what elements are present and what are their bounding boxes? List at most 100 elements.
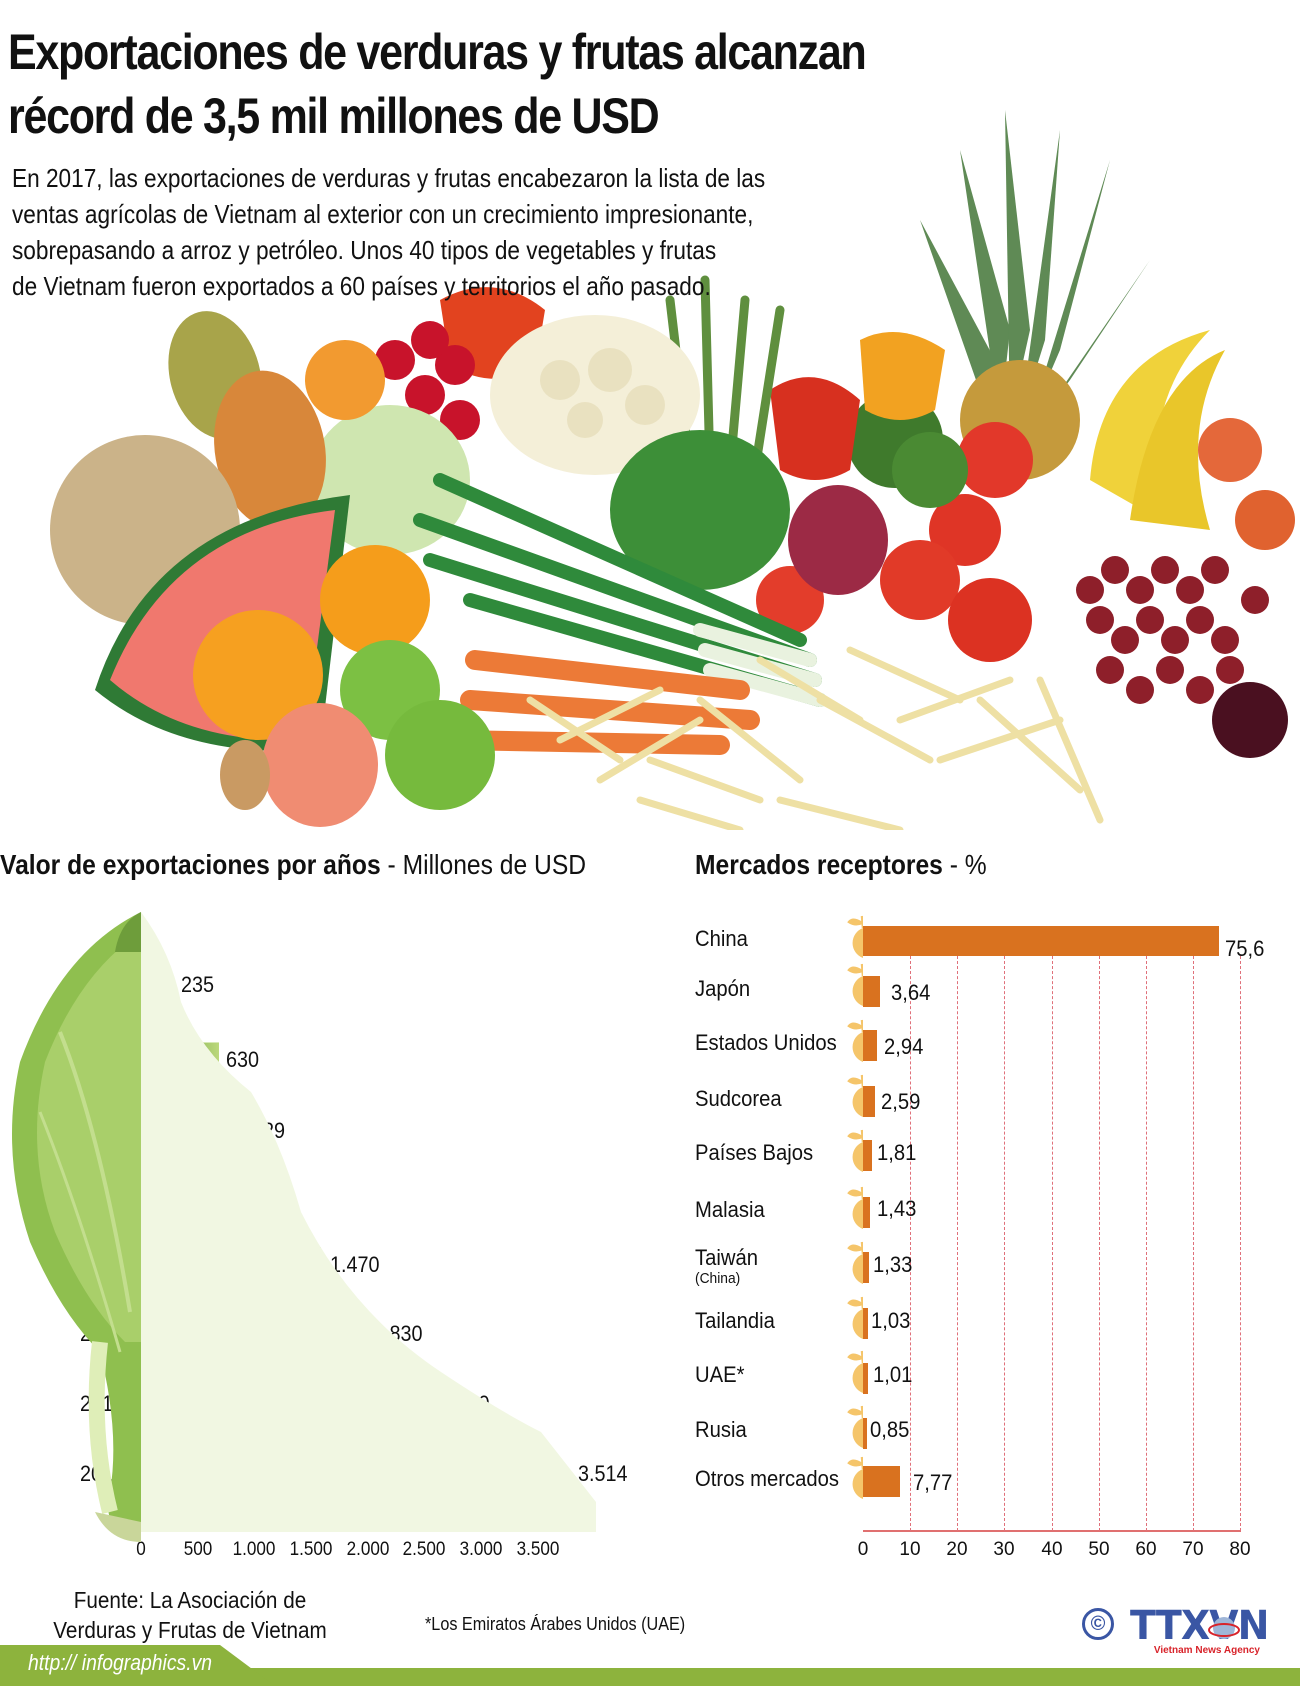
x-tick: 50	[1088, 1539, 1110, 1560]
value-label: 1,03	[871, 1308, 911, 1333]
globe-icon	[1208, 1617, 1240, 1639]
x-tick: 80	[1229, 1539, 1251, 1560]
value-label: 2,94	[884, 1034, 924, 1059]
page-title: Exportaciones de verduras y frutas alcan…	[8, 20, 997, 148]
x-tick: 500	[183, 1539, 213, 1560]
logo-text: TTXVN	[1130, 1603, 1269, 1649]
gridline-70	[1193, 956, 1194, 1531]
x-tick: 70	[1182, 1539, 1204, 1560]
value-label: 235	[181, 972, 215, 997]
fruit-icon	[847, 1456, 863, 1499]
fruit-icon	[847, 1350, 863, 1393]
x-tick: 1.500	[289, 1539, 333, 1560]
fruit-icon	[847, 1186, 863, 1229]
produce-illustration	[0, 110, 1300, 834]
value-label: 1,01	[873, 1362, 913, 1387]
market-label-main: Taiwán	[695, 1245, 759, 1270]
bar	[863, 1418, 867, 1449]
bar	[863, 926, 1219, 956]
bar	[863, 1252, 869, 1283]
value-label: 1,33	[873, 1252, 913, 1277]
bar	[863, 1086, 875, 1117]
value-label: 0,85	[870, 1417, 910, 1442]
intro-paragraph: En 2017, las exportaciones de verduras y…	[12, 160, 882, 304]
market-label: Estados Unidos	[695, 1030, 837, 1055]
logo-subtitle: Vietnam News Agency	[1153, 1645, 1260, 1656]
chart-backdrop-shape	[141, 912, 596, 1532]
fruit-icon	[847, 915, 863, 958]
market-label: Taiwán (China)	[695, 1245, 758, 1287]
x-tick: 3.000	[459, 1539, 503, 1560]
gridline-60	[1146, 956, 1147, 1531]
left-chart-title-unit: - Millones de USD	[380, 849, 587, 880]
bar	[863, 1363, 868, 1394]
right-chart-title-unit: - %	[942, 849, 987, 880]
x-tick: 40	[1041, 1539, 1063, 1560]
value-label: 1,81	[877, 1140, 917, 1165]
source-line-2: Verduras y Frutas de Vietnam	[53, 1617, 327, 1643]
fruit-icon	[847, 963, 863, 1006]
market-label: Japón	[695, 976, 751, 1001]
source-line-1: Fuente: La Asociación de	[73, 1587, 307, 1613]
value-label: 3,64	[891, 980, 931, 1005]
market-label-sub: (China)	[695, 1270, 741, 1287]
right-chart-title-bold: Mercados receptores	[695, 849, 943, 880]
fruit-icon	[847, 1019, 863, 1062]
intro-line: sobrepasando a arroz y petróleo. Unos 40…	[12, 235, 717, 265]
value-label: 1,43	[877, 1196, 917, 1221]
gridline-30	[1004, 956, 1005, 1531]
intro-line: En 2017, las exportaciones de verduras y…	[12, 163, 766, 193]
title-line-2: récord de 3,5 mil millones de USD	[8, 88, 660, 144]
footer-band	[0, 1668, 1300, 1686]
gridline-20	[957, 956, 958, 1531]
x-tick: 3.500	[516, 1539, 560, 1560]
bar	[863, 1140, 872, 1171]
left-chart-title-bold: Valor de exportaciones por años	[0, 849, 381, 880]
source-credit: Fuente: La Asociación de Verduras y Frut…	[46, 1585, 334, 1645]
intro-line: de Vietnam fueron exportados a 60 países…	[12, 271, 711, 301]
gridline-80	[1240, 956, 1241, 1531]
footer-tab	[0, 1645, 275, 1686]
x-tick: 20	[946, 1539, 968, 1560]
footnote: *Los Emiratos Árabes Unidos (UAE)	[425, 1614, 686, 1634]
x-tick: 0	[136, 1539, 146, 1560]
left-chart-title: Valor de exportaciones por años - Millon…	[0, 848, 586, 882]
bar	[863, 1030, 877, 1061]
value-label: 630	[226, 1047, 260, 1072]
fruit-icon	[847, 1241, 863, 1284]
market-label: Malasia	[695, 1197, 765, 1222]
gridline-10	[910, 956, 911, 1531]
bar	[863, 1466, 900, 1497]
value-label: 3.514	[578, 1461, 628, 1486]
x-axis-line	[863, 1530, 1241, 1532]
title-line-1: Exportaciones de verduras y frutas alcan…	[8, 24, 867, 80]
market-label: Otros mercados	[695, 1466, 839, 1491]
fruit-icon	[847, 1405, 863, 1448]
x-tick: 1.000	[232, 1539, 276, 1560]
value-label: 2,59	[881, 1089, 921, 1114]
fruit-icon	[847, 1296, 863, 1339]
gridline-40	[1052, 956, 1053, 1531]
ttxvn-logo: TTXVN Vietnam News Agency	[1130, 1606, 1269, 1656]
x-tick: 2.000	[346, 1539, 390, 1560]
fruit-icon	[847, 1129, 863, 1172]
value-label: 1.470	[330, 1252, 380, 1277]
fruit-icon	[847, 1074, 863, 1117]
market-label: UAE*	[695, 1362, 745, 1387]
fruit-vegetable-pile-icon	[50, 110, 1295, 834]
x-tick: 2.500	[402, 1539, 446, 1560]
market-label: Tailandia	[695, 1308, 775, 1333]
bar	[863, 1308, 868, 1339]
value-label: 75,6	[1225, 936, 1265, 961]
copyright-icon: ©	[1082, 1608, 1114, 1640]
x-tick: 30	[993, 1539, 1015, 1560]
intro-line: ventas agrícolas de Vietnam al exterior …	[12, 199, 754, 229]
market-label: China	[695, 926, 748, 951]
x-tick: 60	[1135, 1539, 1157, 1560]
gridline-50	[1099, 956, 1100, 1531]
market-label: Sudcorea	[695, 1086, 782, 1111]
bar	[863, 976, 880, 1007]
infographics-link[interactable]: http:// infographics.vn	[28, 1650, 213, 1675]
bar	[863, 1197, 870, 1228]
right-chart-title: Mercados receptores - %	[695, 848, 987, 882]
